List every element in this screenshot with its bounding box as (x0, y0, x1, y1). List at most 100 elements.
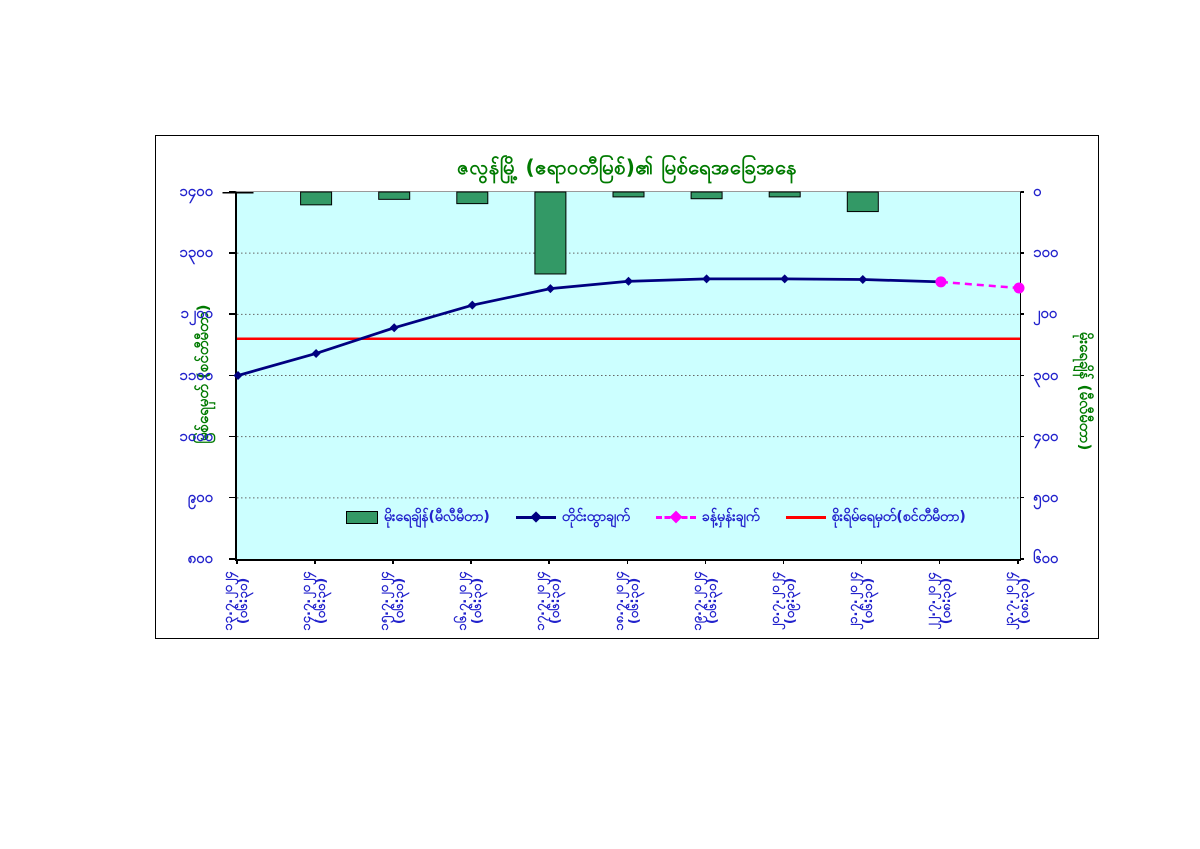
left-tick-label: ၈၀၀ (187, 549, 213, 567)
x-tick-mark (314, 558, 316, 564)
diamond-marker-icon (669, 510, 683, 524)
legend-label: တိုင်းထွာချက် (561, 508, 630, 525)
forecast-dashed-line-icon (655, 510, 696, 524)
left-tick-mark (229, 191, 235, 193)
observed-line (237, 277, 941, 377)
x-tick-label: ၂၁.၇.၂၀၂၄ (၀၆:၃၀) (819, 559, 903, 643)
right-tick-mark (1018, 435, 1024, 438)
right-tick-label: ၅၀၀ (1033, 487, 1059, 506)
left-tick-label: ၁၁၀၀ (179, 365, 213, 384)
chart-canvas (222, 191, 1025, 499)
left-tick-label: ၁၃၀၀ (179, 243, 213, 262)
observed-marker (858, 274, 868, 284)
observed-marker (545, 284, 555, 294)
left-tick-mark (229, 496, 235, 499)
rain-bar (612, 191, 645, 198)
x-tick-mark (782, 558, 785, 564)
x-tick-label: ၁၉.၇.၂၀၂၄ (၀၆:၃၀) (663, 559, 747, 643)
left-tick-label: ၁၀၀၀ (179, 426, 213, 445)
x-tick-mark (470, 558, 472, 564)
observed-marker (467, 300, 477, 310)
x-tick-label: ၁၃.၇.၂၀၂၄ (၀၆:၃၀) (194, 559, 278, 643)
observed-marker (389, 323, 399, 333)
right-tick-mark (1018, 558, 1024, 560)
x-tick-label-text: ၂၀.၇.၂၀၂၄ (၀၉:၃၀) (767, 571, 798, 631)
x-tick-mark (860, 558, 863, 564)
legend-label: မိုးရေချိန်(မီလီမီတာ) (384, 508, 490, 525)
forecast-line (940, 280, 1020, 290)
x-tick-mark (392, 558, 394, 564)
left-tick-mark (229, 435, 235, 438)
x-tick-label-text: ၁၃.၇.၂၀၂၄ (၀၆:၃၀) (221, 571, 251, 631)
left-tick-label: ၉၀၀ (187, 487, 213, 506)
x-tick-mark (938, 558, 941, 564)
rainfall-bar-swatch-icon (346, 510, 378, 524)
x-tick-label: ၁၈.၇.၂၀၂၄ (၀၆:၃၀) (585, 559, 669, 643)
left-tick-mark (229, 313, 235, 315)
x-tick-label-text: ၁၉.၇.၂၀၂၄ (၀၆:၃၀) (689, 571, 720, 631)
left-tick-mark (229, 252, 235, 254)
right-tick-label: ၁၀၀ (1033, 243, 1059, 262)
right-tick-mark (1018, 191, 1024, 193)
x-tick-label: ၁၄.၇.၂၀၂၄ (၀၆:၃၀) (272, 559, 356, 643)
right-tick-label: ၂၀၀ (1033, 304, 1058, 323)
rain-bar (690, 191, 723, 200)
right-tick-mark (1018, 374, 1024, 376)
rain-bar (378, 191, 411, 200)
rain-bar (768, 191, 801, 198)
observed-line-icon (515, 511, 556, 523)
rain-bar (534, 191, 567, 275)
legend-label: စိုးရိမ်ရေမှတ်(စင်တီမီတာ) (831, 508, 966, 525)
rain-bar (300, 191, 333, 206)
legend-label: ခန့်မှန်းချက် (701, 508, 760, 525)
x-tick-mark (548, 558, 550, 564)
x-tick-label: ၂၂.၇.၂၀၂၄ (၀၈:၃၀) (897, 559, 981, 643)
x-tick-label: ၁၆.၇.၂၀၂၄ (၀၆:၃၀) (428, 559, 512, 643)
chart-title: ဇလွန်မြို့ (ဧရာဝတီမြစ်)၏ မြစ်ရေအခြေအနေ (457, 155, 797, 179)
x-tick-label-text: ၁၅.၇.၂၀၂၄ (၀၆:၃၀) (377, 571, 408, 631)
left-tick-mark (229, 558, 235, 560)
legend-item-danger: စိုးရိမ်ရေမှတ်(စင်တီမီတာ) (785, 507, 966, 528)
right-tick-label: ၄၀၀ (1033, 426, 1059, 445)
legend-item-rainfall: မိုးရေချိန်(မီလီမီတာ) (346, 507, 490, 528)
diamond-marker-icon (530, 511, 542, 523)
x-tick-label-text: ၁၇.၇.၂၀၂၄ (၀၆:၃၀) (533, 571, 564, 631)
x-tick-label-text: ၁၄.၇.၂၀၂၄ (၀၆:၃၀) (299, 571, 330, 631)
plot-area (222, 191, 1025, 561)
legend-item-forecast: ခန့်မှန်းချက် (655, 507, 760, 528)
x-tick-label: ၂၃.၇.၂၀၂၄ (၀၈:၃၀) (975, 559, 1059, 643)
right-tick-label: ၃၀၀ (1033, 365, 1059, 384)
observed-marker (702, 274, 712, 284)
right-tick-label: ၀ (1033, 182, 1042, 200)
forecast-marker (935, 276, 947, 288)
forecast-marker (1013, 282, 1025, 294)
danger-line-icon (785, 515, 826, 519)
x-tick-mark (704, 558, 707, 564)
x-tick-label: ၂၀.၇.၂၀၂၄ (၀၉:၃၀) (741, 559, 825, 643)
right-tick-mark (1018, 252, 1024, 254)
rain-bar (456, 191, 489, 205)
x-tick-label-text: ၁၈.၇.၂၀၂၄ (၀၆:၃၀) (611, 571, 642, 631)
right-tick-mark (1018, 313, 1024, 315)
observed-marker (780, 274, 790, 284)
right-tick-label: ၆၀၀ (1033, 549, 1059, 567)
x-tick-mark (626, 558, 628, 564)
chart-frame: ဇလွန်မြို့ (ဧရာဝတီမြစ်)၏ မြစ်ရေအခြေအနေ မ… (155, 135, 1099, 639)
x-tick-mark (1017, 558, 1019, 564)
observed-marker (624, 276, 633, 286)
left-tick-label: ၁၂၀၀ (180, 304, 213, 323)
x-tick-label-text: ၂၁.၇.၂၀၂၄ (၀၆:၃၀) (845, 571, 876, 631)
observed-marker (233, 371, 243, 380)
x-tick-label-text: ၂၃.၇.၂၀၂၄ (၀၈:၃၀) (1002, 571, 1032, 631)
rain-bar (846, 191, 879, 213)
right-tick-mark (1018, 496, 1024, 499)
left-tick-mark (229, 374, 235, 376)
x-tick-label-text: ၂၂.၇.၂၀၂၄ (၀၈:၃၀) (923, 572, 954, 630)
observed-marker (311, 348, 321, 358)
legend: မိုးရေချိန်(မီလီမီတာ) တိုင်းထွာချက် ခန့်… (346, 502, 966, 532)
left-tick-label: ၁၄၀၀ (179, 182, 213, 200)
x-tick-mark (236, 558, 238, 564)
x-tick-label-text: ၁၆.၇.၂၀၂၄ (၀၆:၃၀) (455, 571, 486, 631)
legend-item-observed: တိုင်းထွာချက် (515, 507, 630, 528)
